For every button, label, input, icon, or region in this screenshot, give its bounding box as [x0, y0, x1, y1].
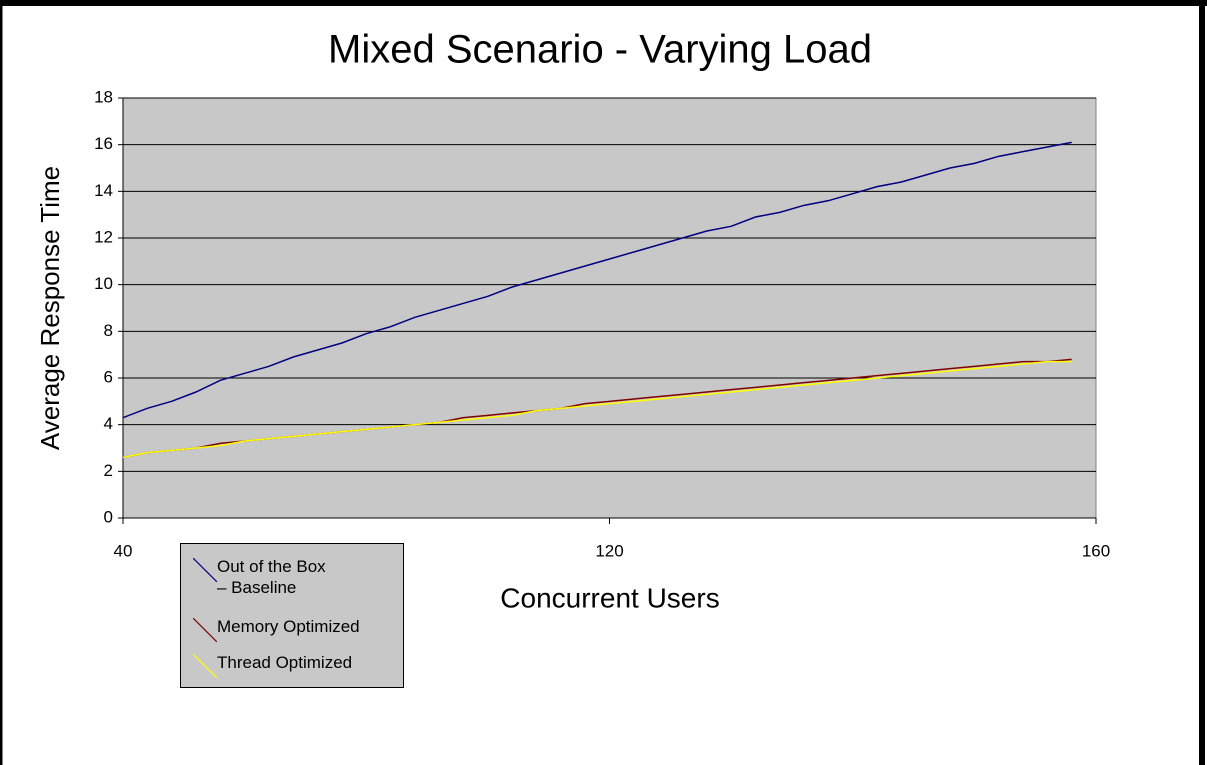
legend-swatch-line [193, 558, 217, 582]
legend: Out of the Box – Baseline Memory Optimize… [180, 543, 404, 688]
chart-title: Mixed Scenario - Varying Load [328, 28, 872, 72]
legend-swatch-icon [193, 558, 217, 582]
y-tick-label: 0 [104, 507, 113, 526]
legend-swatch-icon [193, 654, 217, 678]
legend-label: Memory Optimized [217, 617, 360, 636]
y-tick-label: 6 [104, 367, 113, 386]
y-tick-label: 2 [104, 461, 113, 480]
legend-swatch-icon [193, 618, 217, 642]
series-line [122, 360, 1072, 459]
y-axis-label: Average Response Time [35, 166, 65, 450]
y-tick-label: 8 [104, 321, 113, 340]
legend-swatch [193, 558, 217, 582]
y-tick-label: 10 [94, 274, 113, 293]
legend-swatch-line [193, 654, 217, 678]
plot-area [122, 97, 1097, 519]
y-tick-label: 18 [94, 87, 113, 106]
y-tick-label: 16 [94, 134, 113, 153]
y-tick-label: 4 [104, 414, 113, 433]
x-tick-label: 40 [114, 541, 133, 560]
y-tick-label: 12 [94, 227, 113, 246]
legend-swatch-line [193, 618, 217, 642]
series-line [122, 141, 1072, 419]
legend-swatch [193, 654, 217, 678]
x-tick-label: 120 [595, 541, 623, 560]
legend-label: Out of the Box – Baseline [217, 557, 326, 597]
x-axis-label: Concurrent Users [500, 582, 719, 613]
y-tick-label: 14 [94, 181, 113, 200]
legend-label: Thread Optimized [217, 653, 353, 672]
legend-swatch [193, 618, 217, 642]
x-tick-label: 160 [1082, 541, 1110, 560]
